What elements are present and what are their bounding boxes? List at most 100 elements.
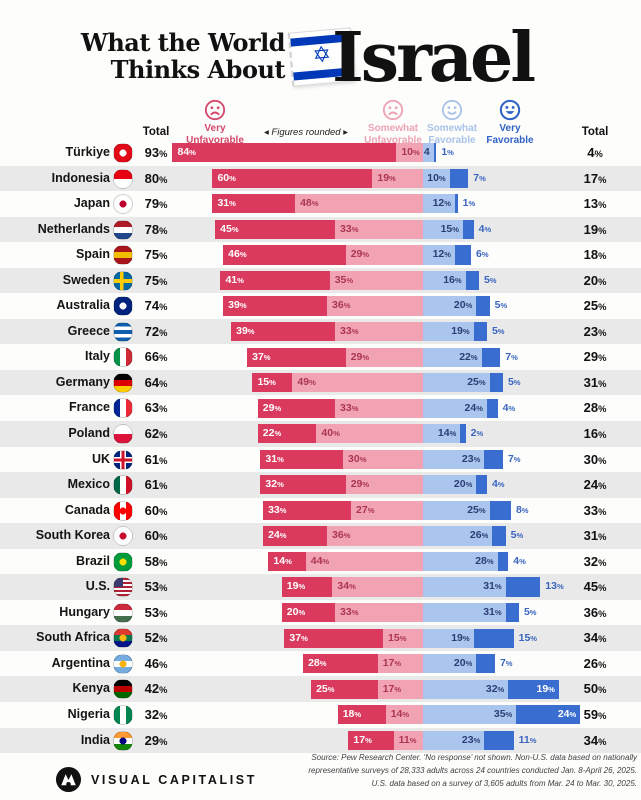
bar-segment-somewhat-favorable: 24% (423, 398, 487, 418)
table-row: Mexico 61% 32% 29% 20% 4% 24% (0, 472, 641, 498)
header-label: Unfavorable (186, 134, 244, 146)
somewhat-favorable-value: 25% (467, 503, 486, 516)
source-line-3: U.S. data based on a survey of 3,605 adu… (371, 778, 637, 788)
very-unfavorable-value: 25% (316, 682, 335, 695)
country-flag-icon (113, 296, 133, 317)
somewhat-unfavorable-value: 35% (334, 273, 354, 286)
very-favorable-value: 2% (470, 427, 484, 440)
table-row: Hungary 53% 20% 33% 31% 5% 36% (0, 600, 641, 626)
bar-segment-very-favorable (473, 628, 514, 648)
very-unfavorable-value: 39% (236, 325, 255, 338)
frown-face-icon (204, 99, 226, 121)
bar-segment-very-favorable: 24% (516, 705, 581, 725)
country-flag-icon (113, 526, 133, 547)
country-label: Spain (75, 247, 110, 262)
very-favorable-value: 5% (483, 273, 497, 286)
very-unfavorable-value: 31% (217, 197, 236, 210)
country-flag-icon (113, 347, 133, 368)
bar-segment-somewhat-favorable: 20% (423, 475, 477, 495)
bar-segment-very-favorable (473, 322, 487, 342)
total-unfavorable-value: 60% (144, 502, 168, 518)
table-row: South Korea 60% 24% 36% 26% 5% 31% (0, 523, 641, 549)
bar-segment-very-unfavorable: 39% (231, 322, 336, 342)
very-unfavorable-value: 24% (268, 529, 287, 542)
total-favorable-value: 24% (583, 477, 607, 493)
very-unfavorable-value: 37% (252, 350, 271, 363)
somewhat-unfavorable-value: 29% (350, 350, 370, 363)
bar-segment-somewhat-unfavorable: 34% (332, 577, 423, 597)
country-flag-icon (113, 245, 133, 266)
somewhat-unfavorable-value: 33% (340, 325, 359, 338)
table-row: Sweden 75% 41% 35% 16% 5% 20% (0, 267, 641, 294)
somewhat-unfavorable-value: 30% (348, 452, 367, 465)
very-favorable-value: 11% (518, 733, 537, 746)
total-favorable-value: 36% (583, 604, 607, 620)
header-label: Unfavorable (364, 134, 422, 146)
somewhat-unfavorable-value: 17% (382, 682, 402, 695)
country-flag-icon (113, 321, 133, 342)
total-unfavorable-value: 32% (144, 707, 168, 723)
country-label: Australia (56, 298, 111, 313)
somewhat-favorable-value: 20% (453, 478, 473, 491)
bar-segment-somewhat-favorable: 22% (423, 347, 482, 367)
bar-segment-somewhat-unfavorable: 33% (335, 219, 423, 240)
very-favorable-value: 4% (513, 554, 526, 567)
bar-segment-very-favorable (465, 270, 479, 291)
somewhat-favorable-value: 25% (467, 376, 486, 389)
very-unfavorable-value: 17% (353, 733, 372, 746)
page-title: What the World Thinks About (0, 29, 286, 84)
somewhat-unfavorable-value: 27% (356, 503, 375, 516)
bar-segment-somewhat-unfavorable: 48% (295, 194, 423, 214)
bar-segment-somewhat-favorable: 23% (423, 449, 485, 469)
very-unfavorable-value: 60% (217, 171, 236, 184)
total-favorable-value: 45% (583, 579, 607, 595)
total-favorable-value: 33% (583, 502, 607, 518)
country-flag-icon (113, 270, 133, 291)
somewhat-favorable-value: 35% (493, 708, 513, 721)
somewhat-unfavorable-value: 33% (340, 222, 359, 235)
bar-segment-somewhat-favorable: 12% (423, 245, 455, 265)
very-favorable-value: 7% (499, 657, 513, 670)
total-unfavorable-value: 79% (144, 196, 168, 212)
country-label: U.S. (85, 579, 110, 594)
bar-segment-somewhat-unfavorable: 27% (351, 500, 423, 521)
total-unfavorable-value: 63% (144, 400, 168, 416)
bar-segment-somewhat-favorable: 10% (423, 168, 450, 188)
total-unfavorable-value: 80% (144, 170, 168, 186)
smile-face-icon (441, 99, 463, 121)
total-unfavorable-value: 29% (144, 732, 168, 748)
bar-segment-somewhat-favorable: 4 (423, 143, 434, 163)
somewhat-unfavorable-value: 14% (390, 708, 410, 721)
bar-segment-very-unfavorable: 41% (220, 270, 330, 291)
visual-capitalist-logo-icon (55, 766, 82, 793)
country-flag-icon (113, 653, 133, 674)
very-unfavorable-value: 31% (265, 452, 284, 465)
somewhat-favorable-value: 19% (451, 631, 470, 644)
bar-segment-somewhat-favorable: 19% (423, 628, 474, 648)
bar-segment-very-unfavorable: 15% (252, 373, 293, 393)
very-unfavorable-value: 18% (342, 708, 362, 721)
total-favorable-value: 34% (583, 630, 607, 646)
bar-segment-somewhat-unfavorable: 33% (335, 603, 423, 623)
country-label: Greece (67, 323, 110, 338)
bar-segment-very-favorable: 19% (508, 679, 559, 699)
somewhat-favorable-value: 12% (432, 248, 451, 261)
total-unfavorable-value: 60% (144, 528, 168, 544)
total-favorable-value: 17% (583, 170, 607, 186)
somewhat-unfavorable-value: 17% (382, 657, 402, 670)
table-row: Greece 72% 39% 33% 19% 5% 23% (0, 318, 641, 345)
total-favorable-value: 29% (583, 349, 607, 365)
country-label: Mexico (67, 477, 110, 492)
total-favorable-value: 30% (583, 451, 607, 467)
bar-segment-very-unfavorable: 14% (268, 551, 306, 572)
bar-segment-very-unfavorable: 25% (311, 679, 378, 699)
bar-segment-very-unfavorable: 45% (215, 219, 336, 240)
very-favorable-value: 4% (478, 222, 492, 235)
total-unfavorable-value: 42% (144, 681, 168, 697)
column-header-total-left: Total (142, 126, 170, 138)
country-flag-icon (113, 730, 133, 751)
bar-segment-very-unfavorable: 37% (284, 628, 383, 648)
somewhat-unfavorable-value: 33% (340, 606, 359, 619)
somewhat-favorable-value: 23% (461, 733, 481, 746)
bar-segment-somewhat-favorable: 19% (423, 322, 474, 342)
